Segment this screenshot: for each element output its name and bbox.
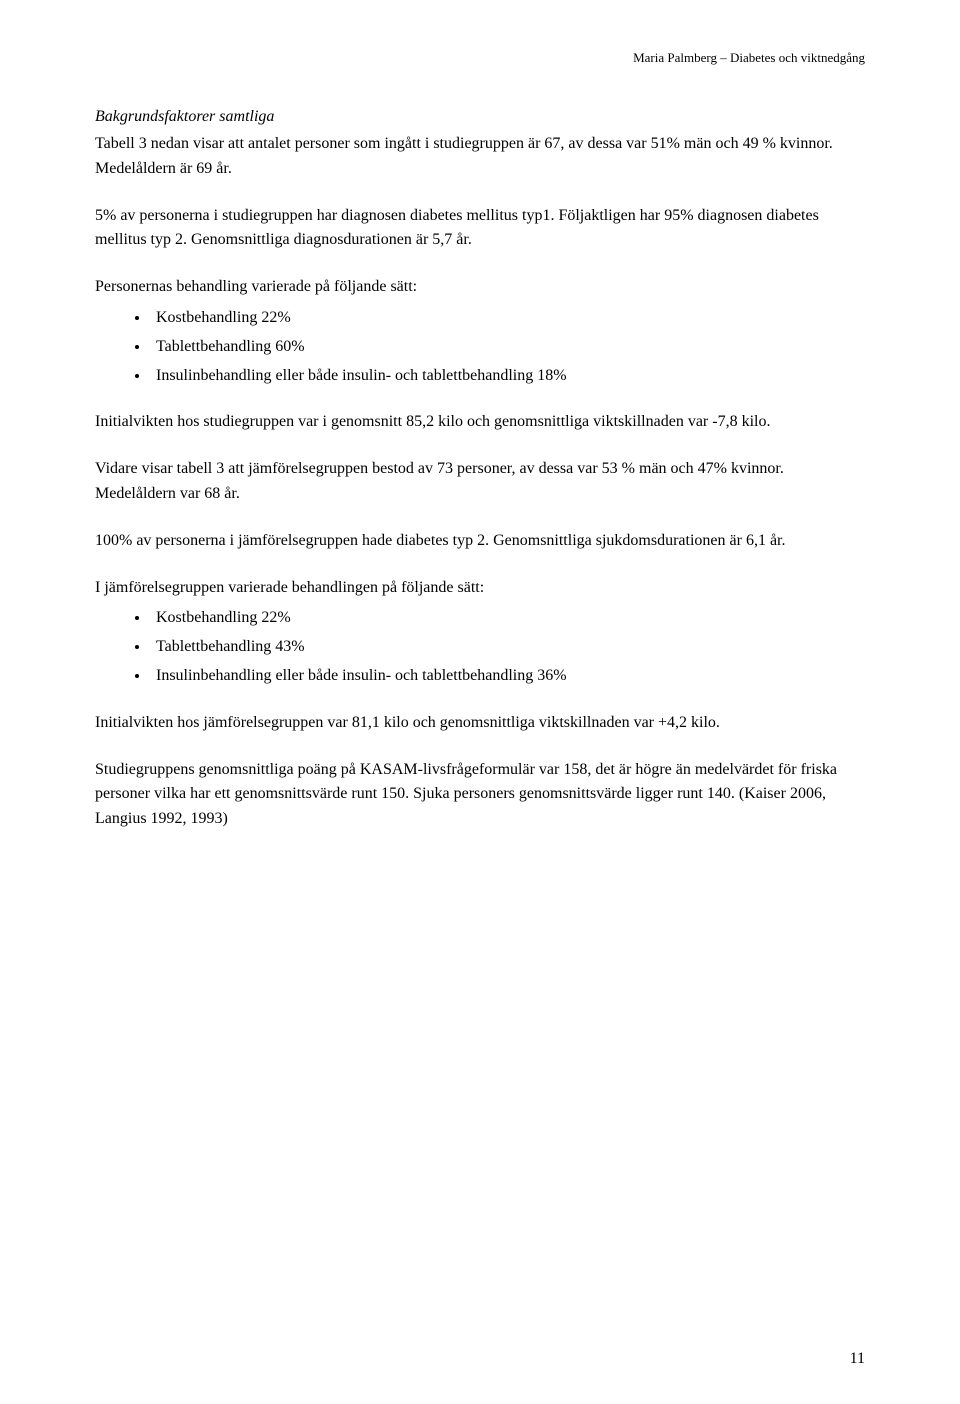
section-heading-text: Bakgrundsfaktorer samtliga	[95, 108, 274, 125]
list-item: Insulinbehandling eller både insulin- oc…	[150, 664, 865, 689]
list-item: Kostbehandling 22%	[150, 606, 865, 631]
treatment-list-study: Kostbehandling 22% Tablettbehandling 60%…	[150, 306, 865, 388]
treatment-list-comparison: Kostbehandling 22% Tablettbehandling 43%…	[150, 606, 865, 688]
section-heading: Bakgrundsfaktorer samtliga	[95, 108, 865, 126]
paragraph: Vidare visar tabell 3 att jämförelsegrup…	[95, 457, 865, 507]
list-item: Kostbehandling 22%	[150, 306, 865, 331]
header-text: Maria Palmberg – Diabetes och viktnedgån…	[633, 50, 865, 65]
page-number: 11	[850, 1350, 865, 1368]
paragraph: I jämförelsegruppen varierade behandling…	[95, 576, 865, 601]
list-item: Tablettbehandling 43%	[150, 635, 865, 660]
paragraph: Initialvikten hos studiegruppen var i ge…	[95, 410, 865, 435]
paragraph: 100% av personerna i jämförelsegruppen h…	[95, 529, 865, 554]
paragraph: 5% av personerna i studiegruppen har dia…	[95, 204, 865, 254]
paragraph: Personernas behandling varierade på följ…	[95, 275, 865, 300]
paragraph: Initialvikten hos jämförelsegruppen var …	[95, 711, 865, 736]
list-item: Insulinbehandling eller både insulin- oc…	[150, 364, 865, 389]
paragraph: Tabell 3 nedan visar att antalet persone…	[95, 132, 865, 182]
paragraph: Studiegruppens genomsnittliga poäng på K…	[95, 758, 865, 832]
page-header: Maria Palmberg – Diabetes och viktnedgån…	[95, 50, 865, 66]
list-item: Tablettbehandling 60%	[150, 335, 865, 360]
